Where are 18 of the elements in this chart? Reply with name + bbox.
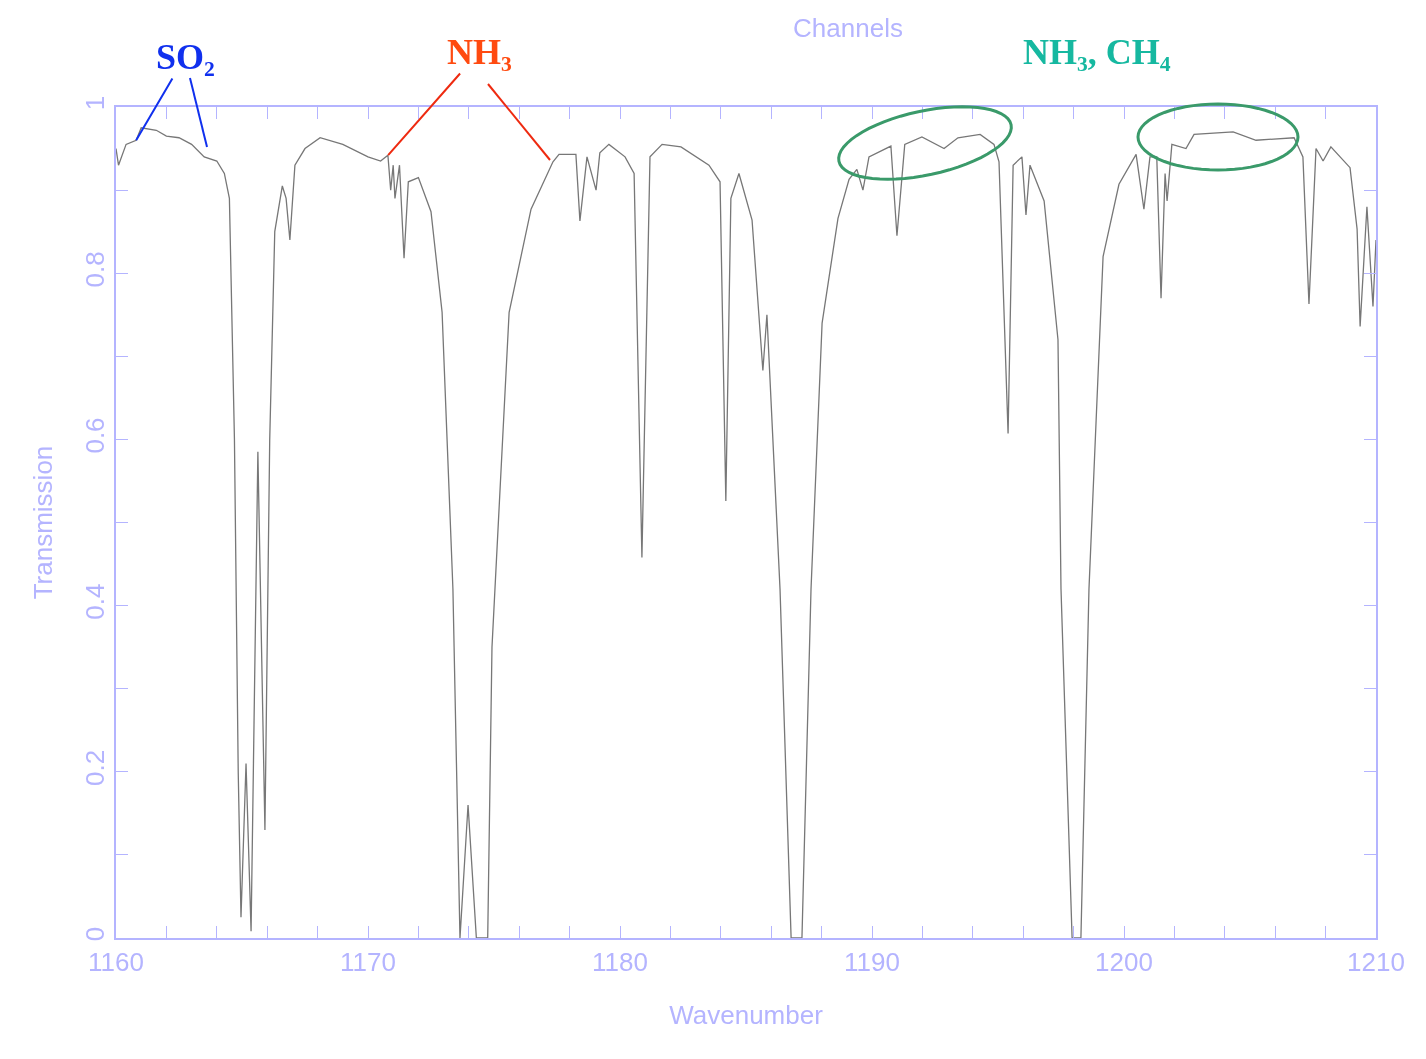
x-tick-label: 1160 [88, 946, 144, 977]
annotation: SO₂ [156, 37, 215, 77]
y-tick-label: 0.4 [79, 583, 110, 620]
y-tick-label: 0.8 [79, 251, 110, 288]
y-tick-label: 1 [79, 95, 110, 111]
annotation: NH₃ [447, 32, 512, 72]
x-tick-label: 1190 [844, 946, 900, 977]
x-tick-label: 1200 [1095, 946, 1153, 977]
y-axis-title: Transmission [27, 445, 58, 600]
y-tick-label: 0.6 [79, 417, 110, 454]
y-tick-label: 0 [79, 926, 110, 942]
x-tick-label: 1210 [1347, 946, 1405, 977]
text: NH₃, CH₄ [1023, 32, 1171, 72]
x-tick-label: 1170 [340, 946, 396, 977]
x-tick-label: 1180 [592, 946, 648, 977]
chart-title: Channels [793, 13, 903, 44]
x-axis-title: Wavenumber [669, 1000, 824, 1031]
y-tick-label: 0.2 [79, 749, 110, 786]
